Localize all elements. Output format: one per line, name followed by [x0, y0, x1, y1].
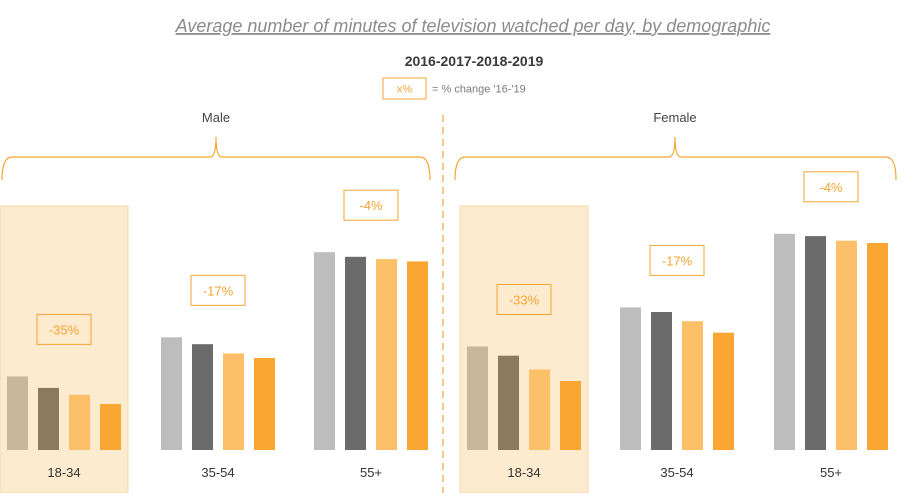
bar-2017: [38, 387, 59, 450]
bar-2019: [407, 261, 428, 450]
category-label: 55+: [360, 465, 382, 480]
category-label: 55+: [820, 465, 842, 480]
pct-change-box: [190, 274, 246, 306]
pct-change-label: -17%: [203, 283, 234, 298]
pct-change-label: -17%: [662, 253, 693, 268]
pct-change-box: [343, 189, 399, 221]
group-35-54: -17% 35-54: [161, 274, 275, 480]
group-55plus: -4% 55+: [774, 171, 888, 480]
bar-2016: [467, 346, 488, 450]
chart-subtitle: 2016-2017-2018-2019: [405, 53, 544, 69]
group-18-34: -35% 18-34: [0, 205, 129, 493]
panel-bracket: [1, 136, 431, 181]
bar-2017: [805, 236, 826, 450]
pct-change-label: -4%: [819, 180, 843, 195]
bar-2019: [867, 243, 888, 450]
bar-2017: [192, 344, 213, 450]
legend-key-text: x%: [397, 84, 413, 96]
bar-2017: [651, 312, 672, 450]
pct-change-badge: -4%: [343, 189, 399, 221]
bar-2017: [345, 256, 366, 450]
category-label: 35-54: [201, 465, 234, 480]
bar-2016: [314, 252, 335, 450]
group-35-54: -17% 35-54: [620, 244, 734, 480]
bar-2019: [713, 332, 734, 450]
bar-2016: [7, 376, 28, 450]
category-label: 35-54: [660, 465, 693, 480]
bar-2018: [529, 369, 550, 450]
legend: x% = % change '16-'19: [382, 77, 526, 100]
pct-change-box: [649, 244, 705, 276]
group-55plus: -4% 55+: [314, 189, 428, 480]
panel-male: Male -35% 18-34 -17% 35-54 -4% 55+: [0, 110, 431, 493]
legend-key-box: [382, 77, 427, 100]
bar-2016: [161, 337, 182, 450]
pct-change-label: -35%: [49, 322, 80, 337]
pct-change-box: [803, 171, 859, 203]
pct-change-badge: -35%: [36, 313, 92, 345]
chart-panels: Male -35% 18-34 -17% 35-54 -4% 55+ Female -33% 18…: [0, 110, 897, 493]
panel-female: Female -33% 18-34 -17% 35-54 -4% 55+: [454, 110, 897, 493]
group-18-34: -33% 18-34: [459, 205, 589, 493]
bar-2018: [223, 353, 244, 450]
category-label: 18-34: [507, 465, 540, 480]
pct-change-badge: -17%: [649, 244, 705, 276]
pct-change-label: -4%: [359, 198, 383, 213]
bar-2016: [774, 233, 795, 450]
chart-title: Average number of minutes of television …: [175, 16, 771, 36]
pct-change-badge: -4%: [803, 171, 859, 203]
category-label: 18-34: [47, 465, 80, 480]
panel-bracket: [454, 136, 897, 181]
pct-change-box: [496, 284, 552, 315]
bar-2017: [498, 355, 519, 450]
bar-2019: [254, 358, 275, 450]
pct-change-label: -33%: [509, 293, 540, 308]
bar-2019: [560, 381, 581, 450]
legend-description: = % change '16-'19: [432, 84, 526, 96]
panel-label: Male: [202, 110, 230, 125]
pct-change-box: [36, 313, 92, 345]
panel-label: Female: [653, 110, 696, 125]
bar-2016: [620, 307, 641, 450]
bar-2018: [376, 259, 397, 450]
bar-2019: [100, 404, 121, 450]
pct-change-badge: -33%: [496, 284, 552, 315]
pct-change-badge: -17%: [190, 274, 246, 306]
bar-2018: [69, 394, 90, 450]
bar-2018: [682, 321, 703, 450]
bar-2018: [836, 240, 857, 450]
